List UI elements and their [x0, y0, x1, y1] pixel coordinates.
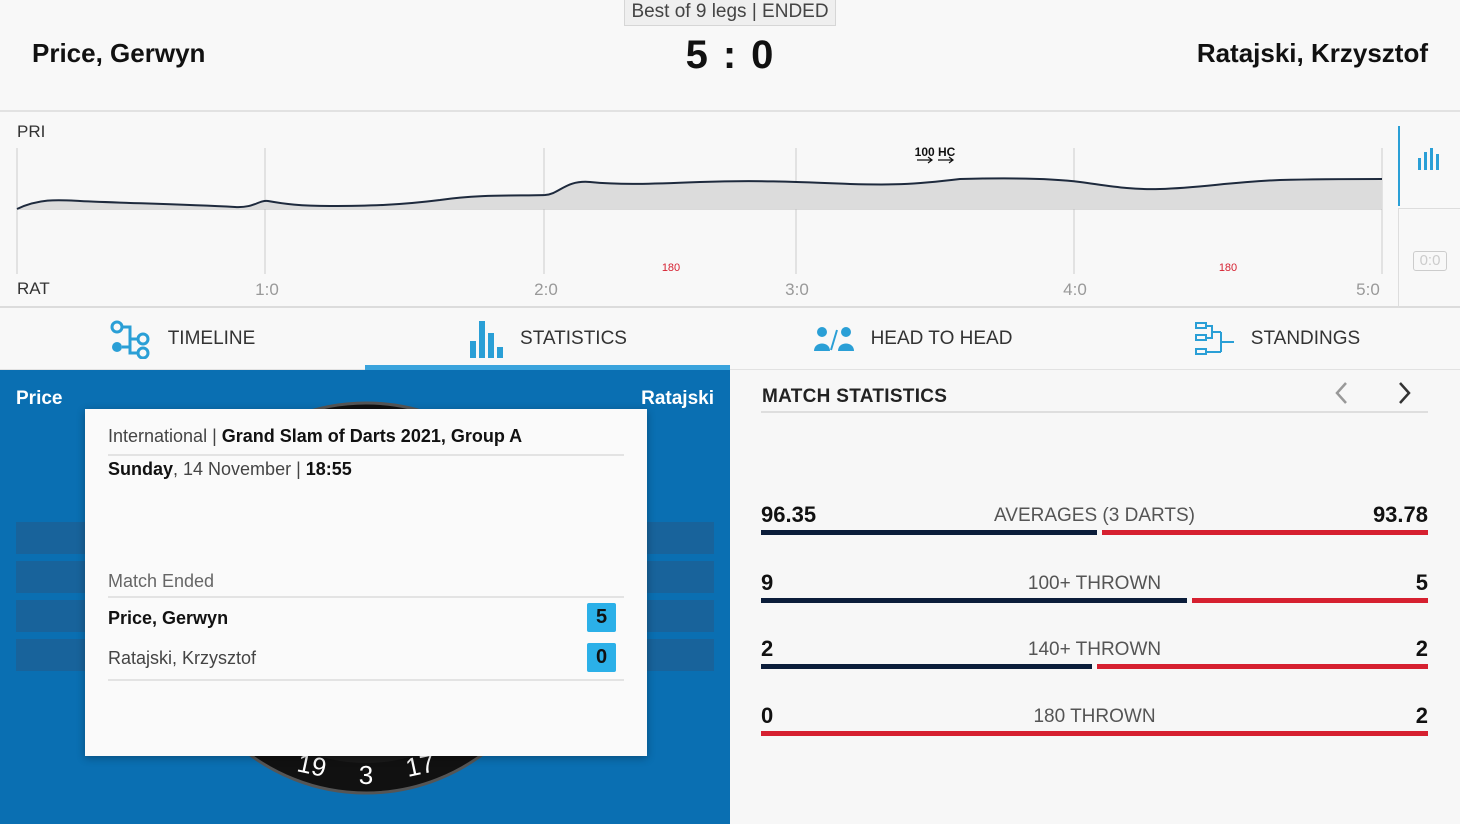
- high-checkout-marker[interactable]: 100 HC: [915, 145, 956, 159]
- stat-home-value: 9: [761, 570, 774, 595]
- stat-bar-home: [761, 530, 1097, 535]
- momentum-chart: PRI RAT 1:0 2:0 3:0 4:0 5:0 100 HC 180 1…: [0, 112, 1460, 308]
- stat-bar-away: [761, 731, 1428, 736]
- match-status: Match Ended: [108, 571, 624, 598]
- board-home-name: Price: [16, 388, 63, 409]
- board-number: 3: [359, 760, 373, 790]
- result-row-home[interactable]: Price, Gerwyn 5: [108, 599, 624, 637]
- timeline-icon: [110, 319, 152, 359]
- stat-row-averages: 96.35 AVERAGES (3 DARTS) 93.78: [761, 502, 1428, 542]
- stat-bar-away: [1192, 598, 1428, 603]
- tab-head-to-head[interactable]: HEAD TO HEAD: [730, 308, 1095, 369]
- stat-bar-home: [761, 598, 1187, 603]
- category-separator: |: [207, 426, 222, 446]
- datetime-line: Sunday, 14 November | 18:55: [108, 459, 352, 480]
- stat-away-value: 93.78: [1372, 502, 1428, 527]
- momentum-line: [16, 177, 1383, 210]
- stat-bar-away: [1102, 530, 1428, 535]
- chart-toggle-panel[interactable]: [1398, 126, 1460, 206]
- reset-panel: 0:0: [1398, 208, 1460, 308]
- result-away-score: 0: [587, 643, 616, 672]
- stat-bar: [761, 530, 1428, 535]
- previous-arrow-icon[interactable]: [1330, 380, 1354, 406]
- stat-bar: [761, 598, 1428, 603]
- match-header: Best of 9 legs | ENDED Price, Gerwyn 5:0…: [0, 0, 1460, 112]
- home-score: 5: [685, 33, 709, 77]
- tab-label: TIMELINE: [167, 327, 256, 349]
- stat-bar-home: [761, 664, 1092, 669]
- stats-title: MATCH STATISTICS: [762, 386, 948, 407]
- tournament-line: International | Grand Slam of Darts 2021…: [108, 426, 624, 456]
- match-time: 18:55: [305, 459, 352, 479]
- 180-marker[interactable]: 180: [1219, 262, 1237, 274]
- stat-bar: [761, 664, 1428, 669]
- stat-label: 180 THROWN: [1033, 706, 1156, 727]
- leg-label: 5:0: [1356, 280, 1380, 299]
- 180-marker[interactable]: 180: [662, 262, 680, 274]
- stat-away-value: 5: [1415, 570, 1428, 595]
- leg-label: 3:0: [785, 280, 809, 299]
- reset-score-button[interactable]: 0:0: [1413, 251, 1447, 271]
- match-format-badge: Best of 9 legs | ENDED: [624, 0, 836, 26]
- result-home-name: Price, Gerwyn: [108, 608, 229, 628]
- match-date: , 14 November |: [173, 459, 306, 479]
- match-day: Sunday: [108, 459, 174, 479]
- stat-row-100plus: 9 100+ THROWN 5: [761, 570, 1428, 610]
- home-abbr-label: PRI: [17, 122, 45, 141]
- momentum-svg: PRI RAT 1:0 2:0 3:0 4:0 5:0 100 HC 180 1…: [16, 122, 1383, 299]
- stats-header-divider: [761, 411, 1428, 413]
- score-separator: :: [722, 33, 738, 77]
- tab-label: STATISTICS: [520, 327, 627, 349]
- away-player-name[interactable]: Ratajski, Krzysztof: [1196, 38, 1428, 68]
- tournament-name[interactable]: Grand Slam of Darts 2021, Group A: [221, 426, 523, 446]
- tab-label: HEAD TO HEAD: [870, 327, 1013, 349]
- stat-away-value: 2: [1415, 636, 1428, 661]
- bracket-icon: [1194, 321, 1235, 356]
- bar-chart-icon[interactable]: [1400, 126, 1460, 206]
- result-home-score: 5: [587, 603, 616, 632]
- board-away-name: Ratajski: [641, 388, 714, 409]
- result-row-away[interactable]: Ratajski, Krzysztof 0: [108, 639, 624, 681]
- match-info-popup: International | Grand Slam of Darts 2021…: [85, 409, 647, 756]
- leg-label: 1:0: [255, 280, 279, 299]
- match-statistics-panel: MATCH STATISTICS 96.35 AVERAGES (3 DARTS…: [730, 370, 1460, 824]
- head-to-head-icon: [813, 326, 855, 352]
- tab-label: STANDINGS: [1250, 327, 1361, 349]
- match-score: 5:0: [630, 33, 830, 78]
- leg-label: 2:0: [534, 280, 558, 299]
- leg-label: 4:0: [1063, 280, 1087, 299]
- stat-home-value: 0: [761, 703, 774, 728]
- stat-home-value: 2: [761, 636, 774, 661]
- next-arrow-icon[interactable]: [1392, 380, 1416, 406]
- result-away-name: Ratajski, Krzysztof: [108, 648, 257, 668]
- category-label: International: [108, 426, 208, 446]
- away-abbr-label: RAT: [17, 279, 50, 298]
- stat-bar-away: [1097, 664, 1428, 669]
- tab-statistics[interactable]: STATISTICS: [365, 308, 730, 370]
- stat-label: 100+ THROWN: [1027, 573, 1162, 594]
- tab-bar: TIMELINE STATISTICS HEAD TO HEAD: [0, 308, 1460, 370]
- stat-row-180: 0 180 THROWN 2: [761, 703, 1428, 743]
- tab-timeline[interactable]: TIMELINE: [0, 308, 365, 369]
- stat-away-value: 2: [1415, 703, 1428, 728]
- tab-standings[interactable]: STANDINGS: [1095, 308, 1460, 369]
- momentum-area: [17, 178, 1382, 209]
- stat-label: 140+ THROWN: [1027, 639, 1162, 660]
- stat-home-value: 96.35: [761, 502, 817, 527]
- stat-row-140plus: 2 140+ THROWN 2: [761, 636, 1428, 676]
- bar-chart-icon: [468, 319, 504, 359]
- stat-label: AVERAGES (3 DARTS): [994, 505, 1195, 526]
- away-score: 0: [751, 33, 775, 77]
- checkout-arrows-icon: [917, 156, 954, 164]
- home-player-name[interactable]: Price, Gerwyn: [32, 38, 206, 68]
- stat-bar: [761, 731, 1428, 736]
